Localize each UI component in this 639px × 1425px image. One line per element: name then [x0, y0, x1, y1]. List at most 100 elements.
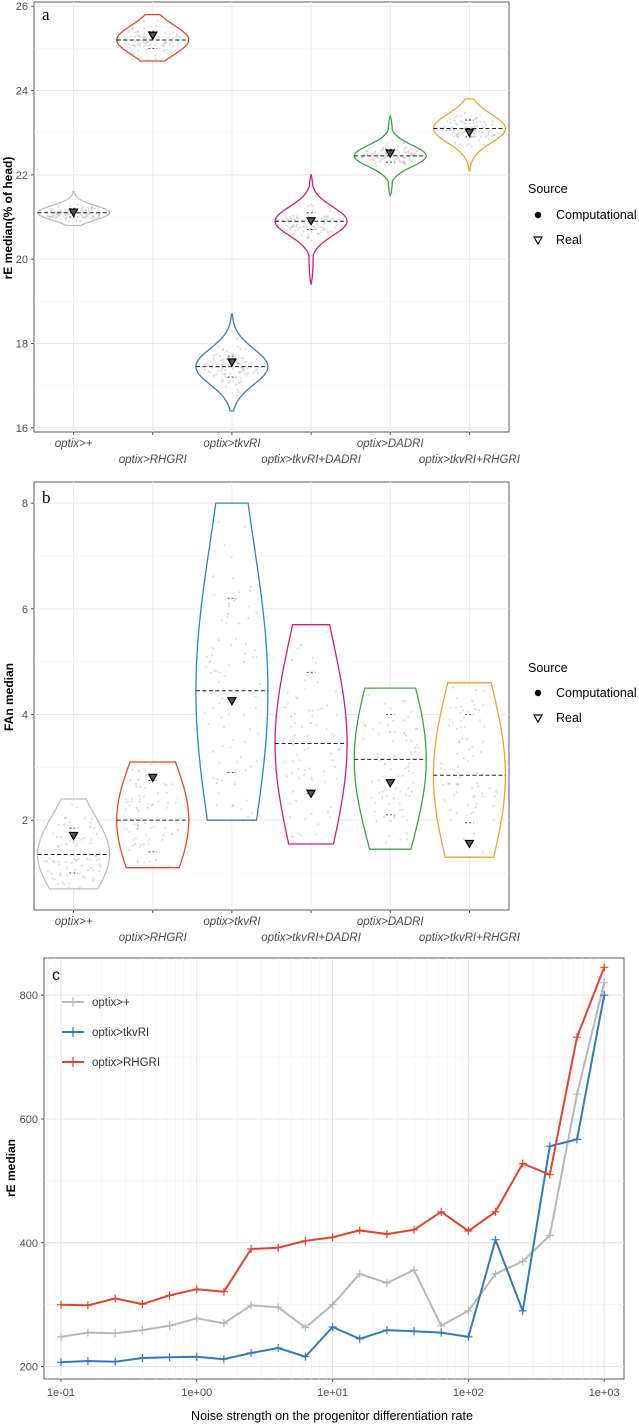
panela-computational-point	[161, 44, 164, 47]
panelb-computational-point	[136, 861, 139, 864]
panelb-computational-point	[329, 816, 332, 819]
panela-computational-point	[483, 120, 486, 123]
panel-c-point-optix	[83, 1328, 92, 1337]
panela-computational-point	[238, 371, 241, 374]
panelb-points-optix-rhgri	[124, 762, 179, 868]
panela-computational-point	[306, 204, 309, 207]
panelb-computational-point	[335, 778, 338, 781]
panelb-computational-point	[57, 860, 60, 863]
panela-computational-point	[229, 373, 232, 376]
panela-computational-point	[231, 380, 235, 383]
panela-computational-point	[215, 373, 218, 376]
panelb-computational-point	[462, 757, 465, 760]
panela-computational-point	[92, 215, 95, 218]
panela-computational-point	[157, 35, 160, 38]
panel-c-point-optix	[165, 1321, 174, 1330]
panelb-computational-point	[138, 794, 141, 797]
panelb-computational-point	[331, 759, 334, 762]
panel-c-legend-label-tkvri: optix>tkvRI	[92, 1027, 149, 1039]
panel-c-point-optix-rhgri	[83, 1301, 92, 1310]
panelb-computational-point	[93, 826, 96, 829]
panela-computational-point	[203, 368, 206, 372]
panela-computational-point	[317, 233, 320, 236]
panela-computational-point	[144, 41, 147, 44]
panelb-computational-point	[249, 585, 252, 588]
panel-c-point-optix	[328, 1300, 337, 1309]
panel-a: 16 18 20 22 24 26 optix>+ optix>RHGRI optix>tkv…	[1, 1, 637, 466]
panelb-computational-point	[482, 704, 485, 707]
panelb-computational-point	[326, 810, 329, 813]
panelb-computational-point	[213, 593, 216, 596]
panelb-computational-point	[285, 775, 289, 778]
panelb-computational-point	[144, 822, 147, 825]
panel-c-point-optix-tkvri	[274, 1344, 283, 1352]
panela-computational-point	[475, 116, 478, 119]
panelb-computational-point	[362, 737, 365, 740]
panel-c-point-optix-tkvri	[545, 1142, 554, 1151]
panela-computational-point	[255, 368, 258, 371]
panela-computational-point	[224, 369, 227, 372]
panela-computational-point	[147, 59, 150, 62]
panelb-computational-point	[401, 774, 404, 777]
panelb-computational-point	[64, 816, 67, 820]
panelb-computational-point	[397, 775, 400, 778]
panelb-computational-point	[82, 875, 85, 878]
panela-computational-point	[60, 221, 63, 224]
panelb-computational-point	[45, 860, 49, 863]
panela-computational-point	[309, 239, 313, 242]
panelb-computational-point	[227, 602, 230, 605]
panelb-computational-point	[398, 802, 401, 805]
panela-computational-point	[281, 218, 285, 221]
panela-computational-point	[97, 213, 100, 216]
panelb-computational-point	[310, 776, 313, 779]
panelb-computational-point	[251, 812, 254, 815]
panela-computational-point	[407, 163, 410, 166]
panel-c-legend: optix>+ optix>tkvRI optix>RHGRI	[62, 997, 160, 1069]
panel-a-y-ticks: 16 18 20 22 24 26	[16, 1, 34, 435]
panel-c-point-optix	[57, 1332, 65, 1341]
panelb-computational-point	[148, 860, 151, 863]
panela-computational-point	[144, 43, 147, 46]
panela-computational-point	[81, 209, 84, 212]
panela-computational-point	[326, 231, 329, 234]
panela-computational-point	[394, 148, 397, 151]
panela-computational-point	[57, 206, 60, 209]
panelb-computational-point	[371, 727, 374, 731]
panelb-computational-point	[144, 774, 148, 777]
panelb-computational-point	[166, 802, 169, 805]
panela-computational-point	[205, 363, 208, 366]
panela-computational-point	[232, 367, 235, 370]
panelb-computational-point	[176, 797, 179, 800]
panelb-computational-point	[469, 812, 473, 815]
panela-real-marker-optix-tkvri-rhgri	[464, 128, 475, 138]
panela-computational-point	[136, 30, 139, 33]
panela-computational-point	[466, 139, 469, 142]
panel-c-point-optix-tkvri	[165, 1353, 174, 1362]
panelb-computational-point	[290, 715, 293, 718]
panelb-computational-point	[86, 858, 89, 861]
panelb-computational-point	[243, 525, 246, 528]
panelb-computational-point	[288, 740, 291, 743]
panela-computational-point	[478, 131, 481, 134]
panel-c-point-optix	[247, 1301, 256, 1310]
panela-computational-point	[312, 225, 315, 228]
panela-computational-point	[165, 48, 168, 52]
panelb-computational-point	[414, 750, 417, 753]
panela-computational-point	[456, 134, 459, 137]
panela-computational-point	[67, 212, 70, 215]
panelb-x-label-optix-tkvri-rhgri: optix>tkvRI+RHGRI	[419, 932, 521, 944]
panelb-computational-point	[163, 783, 166, 786]
panela-computational-point	[233, 353, 236, 356]
panelb-computational-point	[92, 869, 95, 872]
panel-c-point-optix	[491, 1269, 500, 1278]
panel-c-legend-label-rhgri: optix>RHGRI	[92, 1057, 160, 1069]
panela-computational-point	[303, 222, 306, 225]
panelb-computational-point	[242, 660, 246, 664]
panel-c-point-optix-rhgri	[410, 1225, 418, 1234]
panela-computational-point	[258, 365, 261, 368]
panela-computational-point	[457, 132, 460, 135]
panela-computational-point	[468, 143, 471, 146]
panela-computational-point	[289, 228, 292, 231]
panelb-computational-point	[407, 769, 410, 773]
panelb-computational-point	[370, 781, 373, 784]
